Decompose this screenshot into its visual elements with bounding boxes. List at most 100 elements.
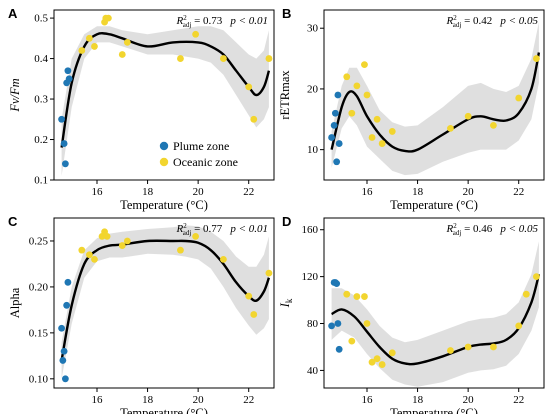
y-axis-label: rETRmax — [278, 70, 292, 120]
plume-zone-point — [335, 140, 343, 147]
oceanic-zone-point — [388, 349, 396, 357]
oceanic-zone-point — [533, 273, 540, 281]
oceanic-zone-point — [348, 109, 356, 117]
fit-curve — [60, 239, 271, 361]
oceanic-zone-point — [464, 343, 472, 351]
x-tick-label: 18 — [412, 394, 424, 406]
fit-curve — [331, 274, 541, 366]
stat-r-subscript: adj — [183, 229, 192, 237]
oceanic-zone-point — [378, 140, 386, 147]
oceanic-zone-point — [368, 358, 376, 366]
plume-zone-point — [63, 301, 71, 309]
plume-zone-point — [328, 134, 335, 141]
y-axis-label-subscript: k — [284, 298, 294, 303]
panel-a: A 16 18 20 22 0.1 0.2 0.3 0.4 0.5 Temperature (°C)… — [8, 6, 275, 212]
legend-oceanic-label: Oceanic zone — [173, 155, 238, 169]
y-tick-label: 0.3 — [34, 94, 48, 106]
plot-frame — [323, 9, 545, 181]
oceanic-zone-point — [361, 293, 368, 300]
oceanic-zone-point — [265, 269, 273, 277]
oceanic-zone-point — [343, 73, 351, 81]
stat-p-value: p < 0.05 — [499, 15, 538, 27]
oceanic-zone-point — [91, 255, 98, 263]
oceanic-zone-point — [388, 128, 396, 135]
oceanic-zone-point — [378, 361, 386, 368]
oceanic-zone-point — [361, 61, 368, 69]
x-tick-label: 20 — [463, 394, 475, 406]
y-tick-label: 10 — [307, 144, 319, 156]
panel-letter: A — [8, 6, 18, 21]
oceanic-zone-point — [348, 337, 356, 345]
x-tick-label: 22 — [243, 394, 254, 406]
fit-curve — [330, 52, 541, 153]
plume-zone-point — [61, 160, 69, 168]
oceanic-zone-point — [123, 38, 131, 46]
y-tick-label: 0.25 — [29, 235, 49, 247]
panel-b: B 16 18 20 22 10 20 30 Temperature (°C) rETRmax R2… — [278, 6, 545, 212]
x-tick-label: 22 — [513, 186, 524, 198]
stat-r: R — [446, 15, 454, 27]
oceanic-zone-point — [265, 55, 273, 62]
plume-zone-point — [331, 109, 339, 117]
plot-frame — [53, 9, 275, 181]
plume-zone-point — [333, 280, 341, 288]
oceanic-zone-point — [118, 51, 126, 58]
plume-zone-point — [61, 375, 69, 383]
oceanic-zone-point — [220, 55, 227, 62]
x-tick-label: 16 — [361, 394, 373, 406]
x-tick-label: 18 — [412, 186, 424, 198]
x-axis-label: Temperature (°C) — [120, 406, 208, 414]
legend-plume-label: Plume zone — [173, 139, 229, 153]
panel-d: D 16 18 20 22 40 80 120 160 Temperature (°C) Ik R2 a… — [278, 214, 545, 414]
oceanic-zone-point — [353, 82, 361, 90]
stat-r-subscript: adj — [453, 229, 462, 237]
y-tick-label: 160 — [302, 224, 319, 236]
y-tick-label: 120 — [302, 271, 319, 283]
oceanic-zone-point — [245, 83, 253, 91]
oceanic-zone-point — [373, 355, 381, 363]
stat-r-subscript: adj — [183, 21, 192, 29]
oceanic-zone-point — [177, 55, 184, 62]
y-tick-label: 0.2 — [34, 134, 48, 146]
plume-zone-point — [328, 322, 335, 330]
oceanic-zone-point — [123, 237, 131, 245]
oceanic-zone-point — [177, 246, 184, 254]
oceanic-zone-point — [250, 115, 258, 123]
y-tick-label: 80 — [307, 318, 319, 330]
plume-zone-point — [60, 347, 68, 355]
stat-value: = 0.77 — [191, 223, 222, 235]
stat-p-value: p < 0.05 — [499, 223, 538, 235]
panel-c: C 16 18 20 22 0.10 0.15 0.20 0.25 Temperature (°C… — [8, 214, 275, 414]
oceanic-zone-point — [118, 242, 126, 249]
y-tick-label: 40 — [307, 365, 319, 377]
stat-p-value: p < 0.01 — [229, 15, 268, 27]
plume-zone-point — [333, 158, 341, 166]
panel-letter: B — [282, 6, 291, 21]
x-tick-label: 16 — [91, 186, 103, 198]
x-tick-label: 22 — [513, 394, 524, 406]
y-tick-label: 0.5 — [34, 13, 48, 25]
oceanic-zone-point — [363, 91, 371, 99]
plume-zone-point — [58, 115, 65, 123]
plume-zone-point — [335, 345, 343, 353]
oceanic-zone-point — [490, 121, 497, 129]
fit-statistic: R2 adj = 0.77 p < 0.01 — [176, 222, 268, 237]
oceanic-zone-point — [78, 47, 86, 54]
fit-statistic: R2 adj = 0.42 p < 0.05 — [446, 14, 539, 29]
y-axis-label: Ik — [278, 298, 294, 308]
oceanic-zone-point — [91, 43, 98, 50]
y-tick-label: 0.1 — [34, 175, 48, 187]
legend-oceanic-marker — [159, 157, 169, 167]
stat-value: = 0.42 — [461, 15, 492, 27]
x-tick-label: 20 — [463, 186, 475, 198]
oceanic-zone-point — [515, 94, 523, 102]
confidence-band — [331, 241, 539, 387]
oceanic-zone-point — [353, 293, 361, 300]
x-tick-label: 20 — [193, 186, 205, 198]
stat-r-superscript: 2 — [183, 222, 187, 230]
oceanic-zone-point — [363, 320, 371, 327]
stat-r-superscript: 2 — [183, 14, 187, 22]
x-tick-label: 20 — [193, 394, 205, 406]
y-axis-label: Alpha — [8, 287, 22, 318]
y-axis-label-text: rETRmax — [278, 70, 292, 120]
